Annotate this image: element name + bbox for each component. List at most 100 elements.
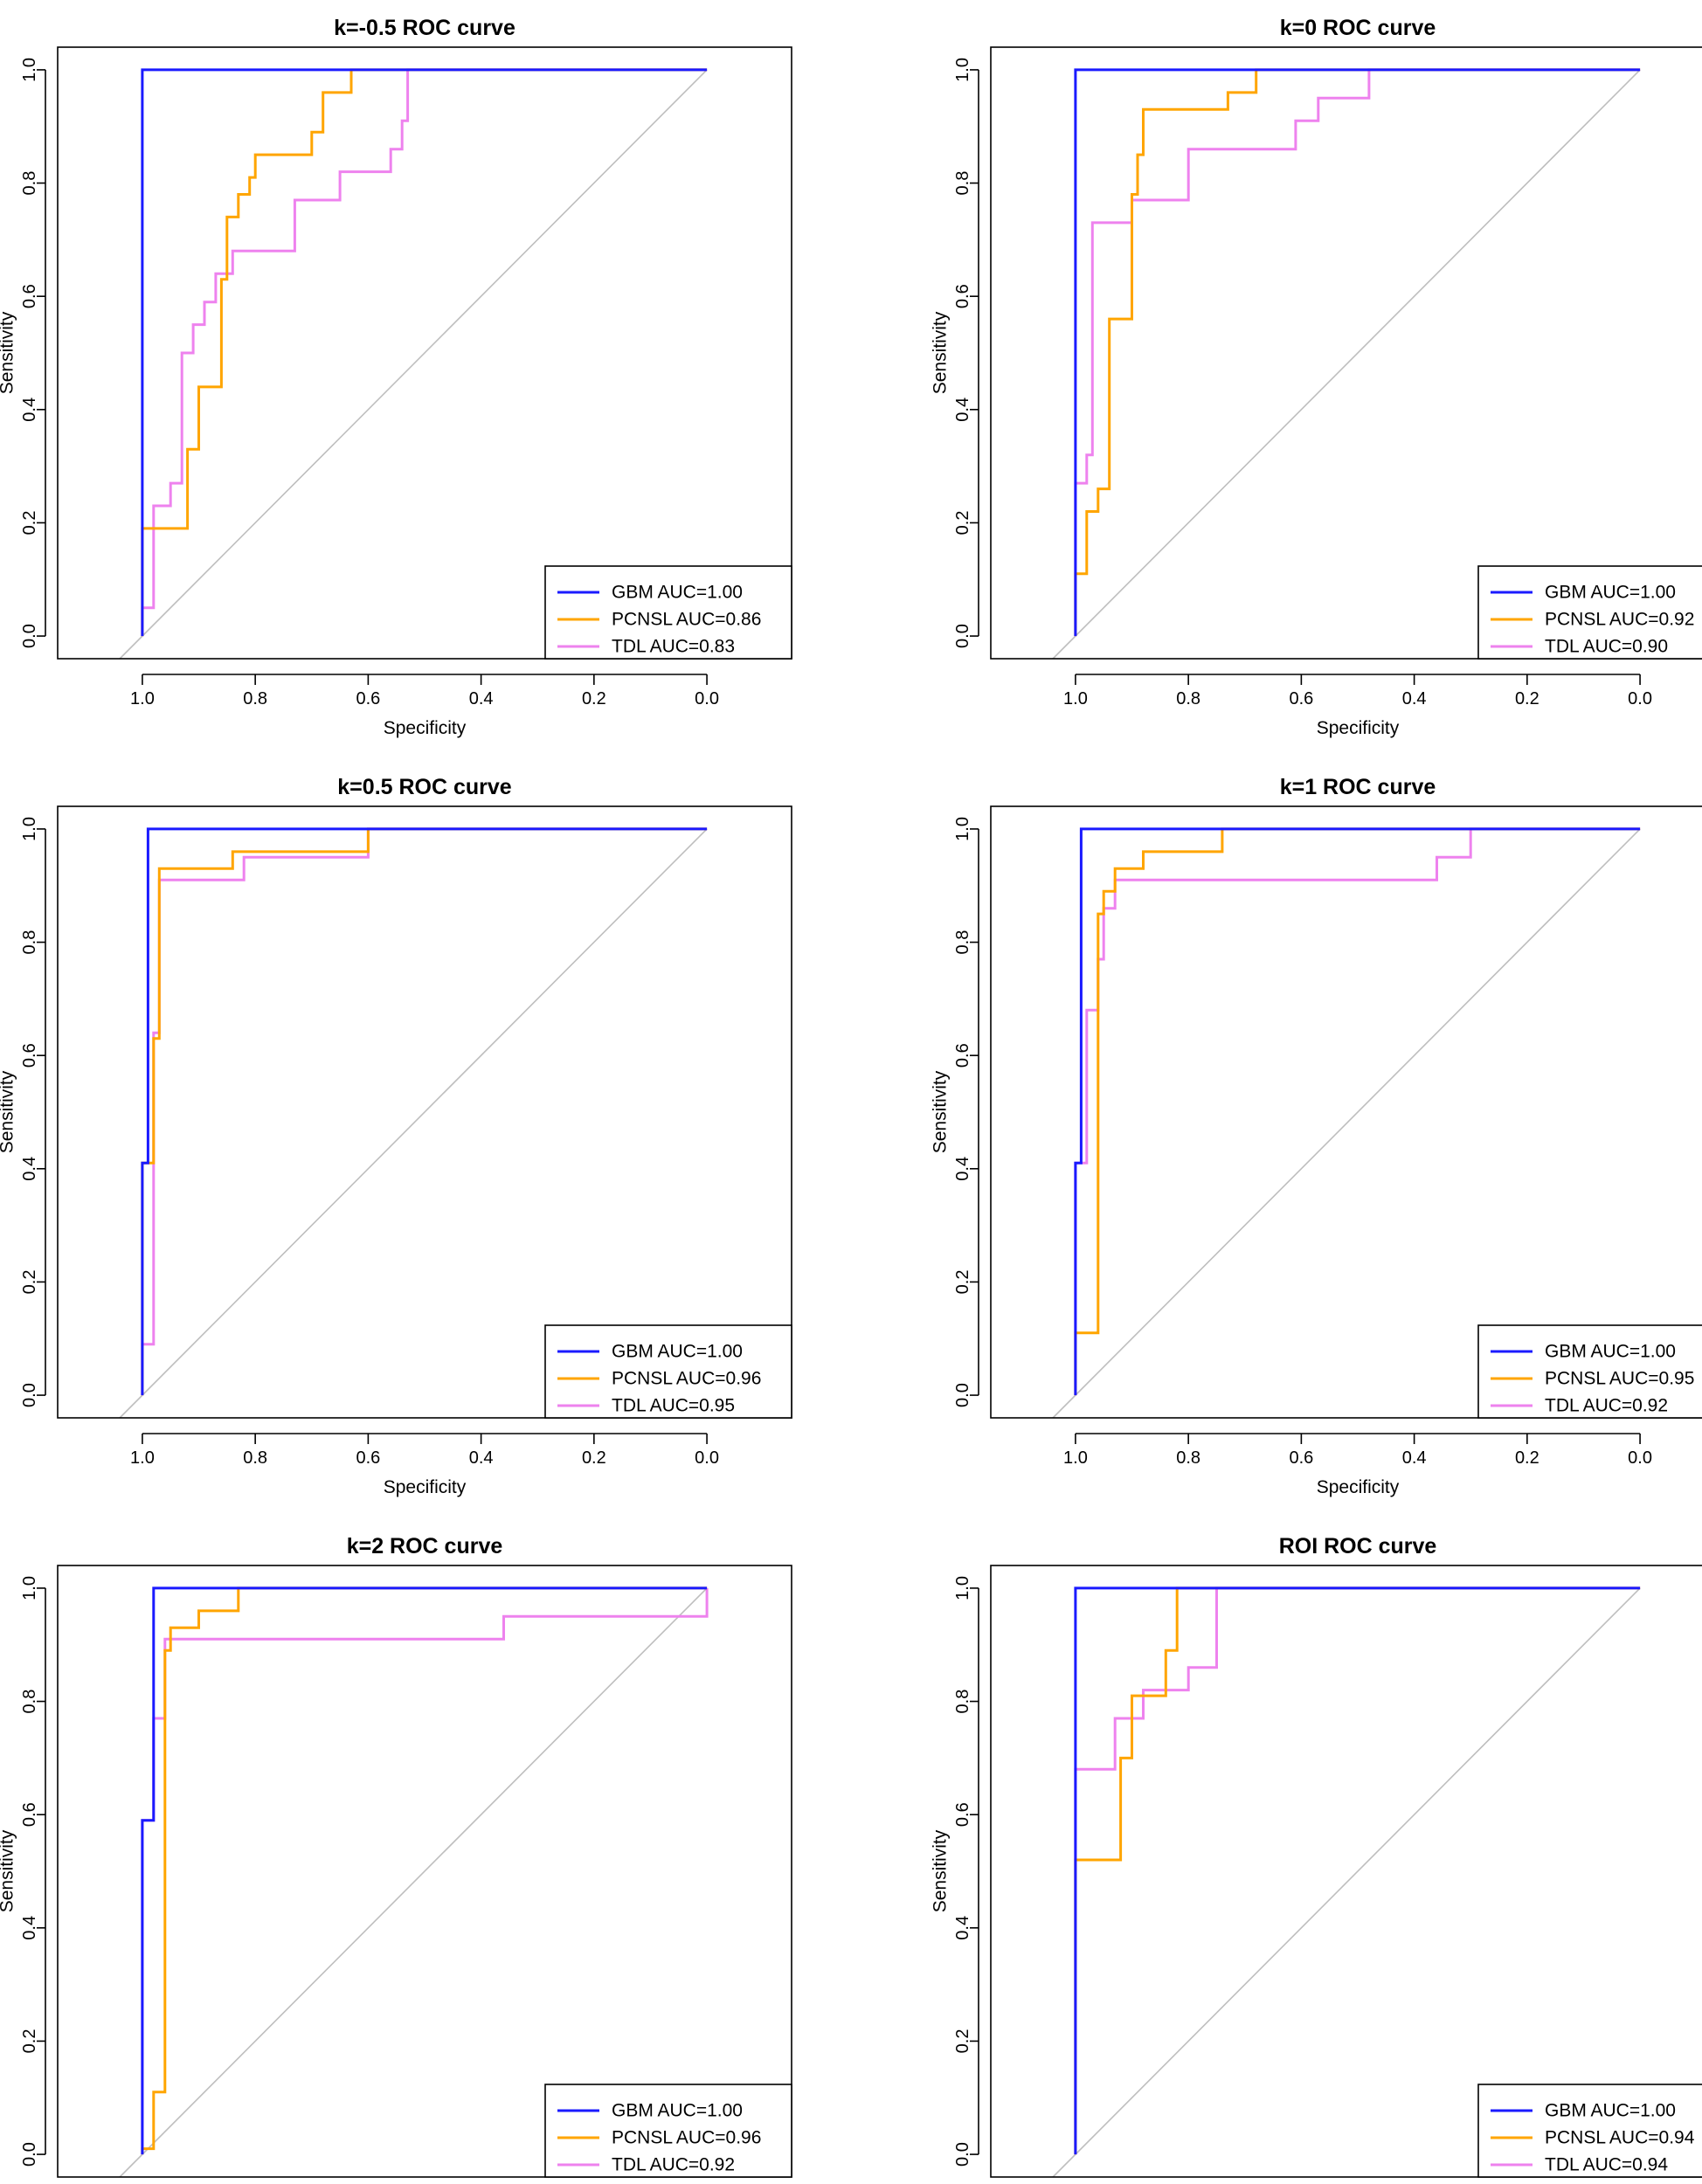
x-tick-label: 1.0 (130, 1448, 155, 1468)
y-tick-label: 0.0 (20, 1383, 39, 1407)
diagonal-reference-line (119, 1587, 708, 2178)
y-tick-label: 0.2 (20, 511, 39, 536)
roc-panel-5: k=2 ROC curve1.00.80.60.40.20.0Specifici… (0, 1534, 792, 2178)
panel-title: k=1 ROC curve (1280, 775, 1436, 799)
y-tick-label: 0.6 (953, 1043, 972, 1068)
legend-box (1477, 565, 1702, 660)
legend-box (544, 565, 792, 660)
pcnsl-roc-line (141, 68, 708, 637)
legend-entry: PCNSL AUC=0.96 (612, 2128, 761, 2148)
y-axis-label: Sensitivity (931, 1829, 951, 1912)
legend: GBM AUC=1.00 PCNSL AUC=0.86 TDL AUC=0.83 (544, 565, 792, 660)
x-tick-label: 0.4 (1402, 1448, 1427, 1468)
y-axis-label: Sensitivity (0, 311, 17, 394)
y-tick-label: 0.0 (953, 624, 972, 648)
legend-entry: PCNSL AUC=0.96 (612, 1369, 761, 1389)
y-tick-label: 0.4 (953, 397, 972, 422)
y-tick-label: 0.8 (20, 1690, 39, 1714)
pcnsl-roc-line (141, 1586, 708, 2155)
x-tick-label: 0.6 (1289, 1448, 1313, 1468)
legend-box (1477, 1324, 1702, 1419)
y-axis-label: Sensitivity (931, 1070, 951, 1153)
tdl-roc-line (1074, 1586, 1641, 2155)
y-tick-label: 0.8 (953, 171, 972, 196)
plot-frame (57, 46, 792, 660)
legend-entry: GBM AUC=1.00 (1545, 583, 1676, 603)
y-tick-label: 1.0 (20, 58, 39, 82)
roc-panel-2: k=0 ROC curve 1.0 0.8 0.6 0.4 0.2 0.0 Specifici… (931, 16, 1702, 738)
legend: GBM AUC=1.00 PCNSL AUC=0.95 TDL AUC=0.92 (1477, 1324, 1702, 1419)
y-tick-label: 0.6 (953, 284, 972, 308)
y-tick-label: 0.4 (953, 1157, 972, 1181)
panel-title: k=2 ROC curve (347, 1534, 503, 1559)
legend-entry: TDL AUC=0.92 (1545, 1396, 1668, 1416)
gbm-roc-line (141, 68, 708, 637)
y-tick-label: 0.2 (953, 511, 972, 536)
legend-entry: PCNSL AUC=0.86 (612, 610, 761, 630)
y-tick-label: 0.8 (20, 930, 39, 955)
x-tick-label: 0.6 (356, 1448, 380, 1468)
x-tick-label: 0.6 (356, 689, 380, 708)
diagonal-reference-line (1052, 828, 1641, 1419)
y-tick-label: 0.0 (953, 1383, 972, 1407)
plot-frame (57, 805, 792, 1419)
y-tick-label: 0.6 (20, 284, 39, 308)
x-tick-label: 0.4 (469, 1448, 494, 1468)
x-tick-label: 0.8 (1176, 689, 1200, 708)
legend-entry: GBM AUC=1.00 (1545, 1342, 1676, 1362)
pcnsl-roc-line (141, 827, 708, 1396)
legend: GBM AUC=1.00 PCNSL AUC=0.96 TDL AUC=0.92 (544, 2084, 792, 2178)
legend-entry: PCNSL AUC=0.95 (1545, 1369, 1694, 1389)
y-tick-label: 1.0 (20, 817, 39, 841)
y-tick-label: 0.2 (953, 1270, 972, 1295)
y-tick-label: 1.0 (953, 817, 972, 841)
x-tick-label: 0.2 (582, 1448, 606, 1468)
plot-frame (990, 46, 1702, 660)
gbm-roc-line (1074, 68, 1641, 637)
x-tick-label: 1.0 (1063, 689, 1088, 708)
y-tick-label: 0.0 (20, 624, 39, 648)
panel-title: k=0 ROC curve (1280, 16, 1436, 40)
x-axis-label: Specificity (1317, 718, 1400, 738)
diagonal-reference-line (119, 828, 708, 1419)
x-tick-label: 0.6 (1289, 689, 1313, 708)
x-tick-label: 0.8 (1176, 1448, 1200, 1468)
legend-entry: PCNSL AUC=0.94 (1545, 2128, 1695, 2148)
tdl-roc-line (1074, 68, 1641, 637)
y-axis-label: Sensitivity (0, 1070, 17, 1153)
y-tick-label: 0.6 (20, 1802, 39, 1827)
x-tick-label: 0.2 (1515, 1448, 1539, 1468)
roc-panel-3: k=0.5 ROC curve 1.0 0.8 0.6 0.4 0.2 0.0 Specifi… (0, 775, 792, 1497)
x-tick-label: 0.0 (695, 1448, 719, 1468)
y-tick-label: 1.0 (953, 58, 972, 82)
x-axis-label: Specificity (384, 718, 467, 738)
roc-panel-4: k=1 ROC curve 1.0 0.8 0.6 0.4 0.2 0.0 Specifici… (931, 775, 1702, 1497)
x-tick-label: 1.0 (130, 689, 155, 708)
y-tick-label: 0.6 (20, 1043, 39, 1068)
x-tick-label: 0.0 (1628, 689, 1652, 708)
x-tick-label: 0.8 (243, 689, 267, 708)
legend-entry: GBM AUC=1.00 (612, 1342, 743, 1362)
y-tick-label: 0.2 (953, 2029, 972, 2054)
diagonal-reference-line (1052, 69, 1641, 660)
legend-entry: GBM AUC=1.00 (612, 2101, 743, 2121)
y-tick-label: 0.4 (953, 1916, 972, 1940)
legend-entry: GBM AUC=1.00 (1545, 2101, 1676, 2121)
plot-frame (57, 1565, 792, 2178)
pcnsl-roc-line (1074, 827, 1641, 1396)
legend-box (544, 1324, 792, 1419)
y-tick-label: 1.0 (20, 1576, 39, 1600)
x-tick-label: 0.8 (243, 1448, 267, 1468)
x-tick-label: 0.2 (1515, 689, 1539, 708)
panel-title: k=-0.5 ROC curve (334, 16, 515, 40)
legend-entry: TDL AUC=0.95 (612, 1396, 735, 1416)
y-tick-label: 0.4 (20, 1916, 39, 1940)
legend-box (544, 2084, 792, 2178)
plot-frame (990, 805, 1702, 1419)
legend: GBM AUC=1.00 PCNSL AUC=0.96 TDL AUC=0.95 (544, 1324, 792, 1419)
gbm-roc-line (1074, 1586, 1641, 2155)
y-tick-label: 0.4 (20, 397, 39, 422)
x-axis-label: Specificity (1317, 1477, 1400, 1497)
legend: GBM AUC=1.00 PCNSL AUC=0.94 TDL AUC=0.94 (1477, 2084, 1702, 2178)
